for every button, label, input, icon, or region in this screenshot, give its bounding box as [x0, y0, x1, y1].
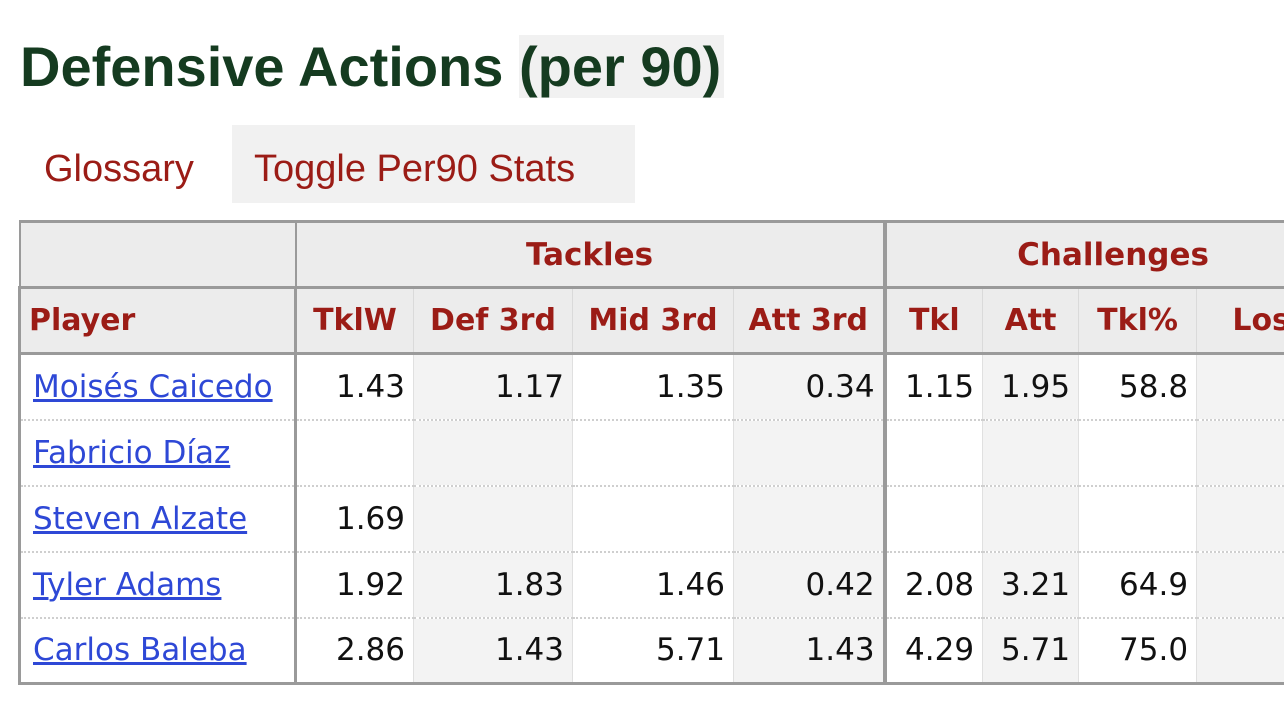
table-row: Carlos Baleba 2.86 1.43 5.71 1.43 4.29 5…	[18, 617, 1284, 685]
col-header-tkl[interactable]: Tkl	[882, 286, 983, 355]
col-header-tklw[interactable]: TklW	[295, 286, 414, 355]
defensive-actions-table-container[interactable]: Tackles Challenges Player TklW Def 3rd M…	[18, 220, 1284, 690]
player-cell: Fabricio Díaz	[18, 419, 297, 487]
player-cell: Carlos Baleba	[18, 617, 297, 685]
cell-tkl-pct	[1078, 485, 1197, 553]
cell-lost: 1.1	[1196, 551, 1284, 619]
cell-lost	[1196, 419, 1284, 487]
cell-att	[982, 485, 1079, 553]
cell-tkl: 4.29	[882, 617, 983, 685]
cell-lost: 0.8	[1196, 353, 1284, 421]
title-per90-highlight: (per 90)	[518, 35, 725, 98]
cell-tkl-pct: 64.9	[1078, 551, 1197, 619]
cell-att-3rd: 0.42	[732, 551, 885, 619]
page-title: Defensive Actions (per 90)	[20, 28, 725, 106]
table-row: Steven Alzate 1.69	[18, 485, 1284, 553]
cell-att-3rd: 0.34	[732, 353, 885, 421]
cell-tkl	[882, 419, 983, 487]
col-header-mid-3rd[interactable]: Mid 3rd	[572, 286, 734, 355]
cell-mid-3rd	[572, 485, 734, 553]
group-header-row: Tackles Challenges	[18, 220, 1284, 288]
cell-lost: 1.4	[1196, 617, 1284, 685]
cell-att: 1.95	[982, 353, 1079, 421]
cell-tklw	[295, 419, 414, 487]
cell-mid-3rd: 1.35	[572, 353, 734, 421]
table-row: Tyler Adams 1.92 1.83 1.46 0.42 2.08 3.2…	[18, 551, 1284, 619]
col-header-player[interactable]: Player	[18, 286, 297, 355]
cell-tkl-pct: 58.8	[1078, 353, 1197, 421]
player-link[interactable]: Moisés Caicedo	[33, 368, 273, 405]
col-header-att[interactable]: Att	[982, 286, 1079, 355]
table-row: Fabricio Díaz	[18, 419, 1284, 487]
cell-lost	[1196, 485, 1284, 553]
player-cell: Steven Alzate	[18, 485, 297, 553]
cell-att-3rd	[732, 419, 885, 487]
col-header-att-3rd[interactable]: Att 3rd	[732, 286, 885, 355]
cell-att: 5.71	[982, 617, 1079, 685]
group-header-blank	[18, 220, 296, 288]
table-row: Moisés Caicedo 1.43 1.17 1.35 0.34 1.15 …	[18, 353, 1284, 421]
cell-tklw: 1.43	[295, 353, 414, 421]
cell-att: 3.21	[982, 551, 1079, 619]
player-link[interactable]: Tyler Adams	[33, 566, 222, 603]
cell-tkl-pct	[1078, 419, 1197, 487]
cell-tkl: 1.15	[882, 353, 983, 421]
group-header-challenges: Challenges	[882, 220, 1284, 288]
cell-def-3rd: 1.43	[413, 617, 573, 685]
player-cell: Moisés Caicedo	[18, 353, 297, 421]
glossary-link[interactable]: Glossary	[44, 148, 194, 190]
player-link[interactable]: Steven Alzate	[33, 500, 248, 537]
cell-mid-3rd: 1.46	[572, 551, 734, 619]
cell-tkl	[882, 485, 983, 553]
group-header-tackles: Tackles	[294, 220, 885, 288]
col-header-lost[interactable]: Lost	[1196, 286, 1284, 355]
cell-att	[982, 419, 1079, 487]
column-header-row: Player TklW Def 3rd Mid 3rd Att 3rd Tkl …	[18, 286, 1284, 355]
cell-tklw: 1.92	[295, 551, 414, 619]
cell-def-3rd	[413, 485, 573, 553]
col-header-def-3rd[interactable]: Def 3rd	[413, 286, 573, 355]
cell-tklw: 2.86	[295, 617, 414, 685]
cell-tklw: 1.69	[295, 485, 414, 553]
title-main: Defensive Actions	[20, 35, 504, 98]
cell-def-3rd: 1.17	[413, 353, 573, 421]
cell-mid-3rd	[572, 419, 734, 487]
player-cell: Tyler Adams	[18, 551, 297, 619]
cell-att-3rd	[732, 485, 885, 553]
col-header-tkl-pct[interactable]: Tkl%	[1078, 286, 1197, 355]
cell-def-3rd: 1.83	[413, 551, 573, 619]
player-link[interactable]: Fabricio Díaz	[33, 434, 231, 471]
defensive-actions-table: Tackles Challenges Player TklW Def 3rd M…	[18, 220, 1284, 685]
cell-tkl: 2.08	[882, 551, 983, 619]
cell-def-3rd	[413, 419, 573, 487]
player-link[interactable]: Carlos Baleba	[33, 632, 247, 669]
toggle-per90-button[interactable]: Toggle Per90 Stats	[232, 125, 635, 203]
cell-tkl-pct: 75.0	[1078, 617, 1197, 685]
cell-mid-3rd: 5.71	[572, 617, 734, 685]
cell-att-3rd: 1.43	[732, 617, 885, 685]
